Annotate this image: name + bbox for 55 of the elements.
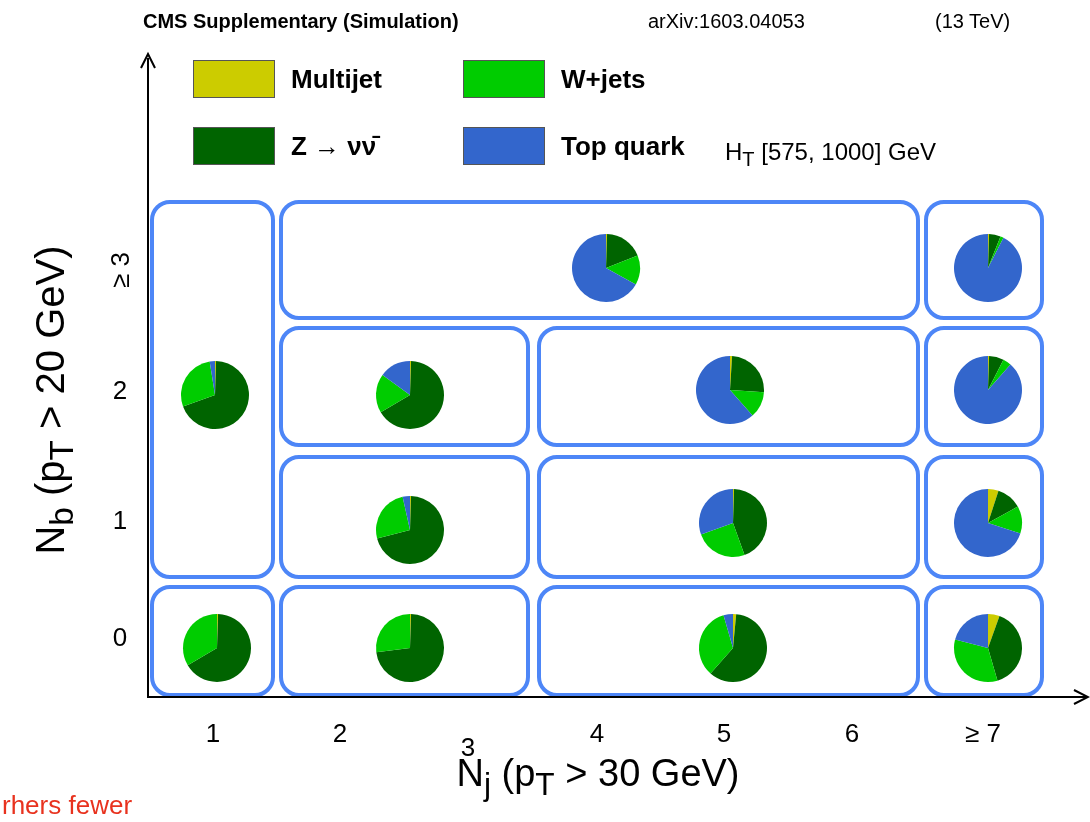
pie-slice (988, 506, 1022, 534)
pie-slice (730, 356, 764, 393)
pie-slice (988, 616, 1022, 681)
pie-slice (183, 361, 249, 429)
pie-slice (954, 639, 998, 682)
pie-slice (382, 361, 410, 395)
category-label: 4 (588, 718, 606, 749)
category-label: ≥ 3 (105, 252, 135, 288)
pie-slice (376, 614, 444, 682)
category-label: 2 (331, 718, 349, 749)
legend-label: Multijet (291, 63, 382, 95)
category-label: 1 (204, 718, 222, 749)
pie-slice (954, 234, 1022, 302)
category-label: ≥ 7 (964, 718, 1002, 749)
pie-slice (209, 361, 215, 395)
text: (13 TeV) (935, 10, 1011, 33)
pie-slice (723, 614, 733, 648)
pie-slice (988, 614, 1000, 648)
text: H$_{T}$ [575, 1000] GeV (725, 138, 937, 171)
legend-label: W+jets (561, 63, 646, 95)
pie-slice (402, 496, 410, 530)
pie-slice (988, 489, 999, 523)
pie-slice (696, 356, 753, 424)
category-label: 5 (715, 718, 733, 749)
pie-slice (954, 489, 1021, 557)
category-label: 6 (843, 718, 861, 749)
category-label: 2 (112, 375, 128, 405)
pie-slice (183, 614, 217, 666)
pie-slice (377, 496, 444, 564)
pie-slice (730, 390, 764, 416)
pie-slice (606, 234, 638, 268)
category-label: 1 (112, 505, 128, 535)
pie-slice (988, 490, 1018, 523)
pie-slice (187, 614, 251, 682)
category-label: 0 (112, 622, 128, 652)
legend-label: Top quark (561, 130, 685, 162)
pie-slice (606, 255, 640, 285)
pie-slice (699, 615, 733, 674)
pie-slice (954, 356, 1022, 424)
text: CMS Supplementary (Simulation) (143, 10, 459, 33)
text: arXiv:1603.04053 (648, 10, 805, 33)
pie-slice (988, 356, 1004, 390)
pie-slice (699, 489, 733, 535)
pie-slice (376, 614, 410, 653)
text: rhers fewer (2, 790, 133, 821)
pie-slice (955, 614, 988, 648)
pie-slice (376, 375, 410, 413)
pie-slice (376, 496, 410, 539)
pie-slice (181, 361, 215, 407)
pie-slice (572, 234, 636, 302)
pie-slice (380, 361, 444, 429)
pie-slice (701, 523, 745, 557)
pie-slice (733, 489, 767, 555)
pie-slice (710, 614, 767, 682)
pie-slice (988, 359, 1011, 390)
